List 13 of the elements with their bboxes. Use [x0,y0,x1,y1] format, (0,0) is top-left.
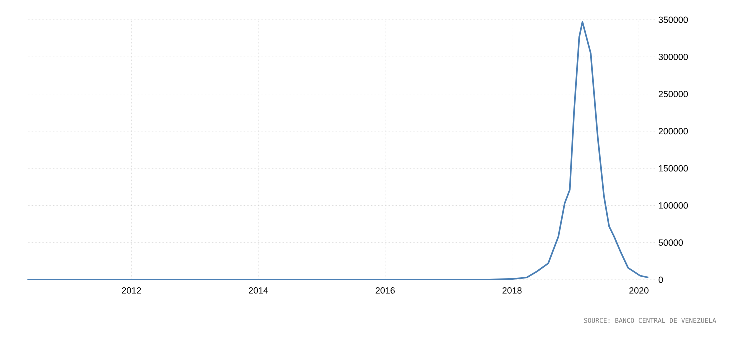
x-tick-label: 2018 [502,288,522,294]
x-tick-label: 2012 [122,288,142,294]
x-tick-label: 2016 [376,288,395,294]
y-tick-label: 350000 [658,16,688,24]
y-tick-label: 100000 [659,202,688,209]
x-tick-label: 2014 [249,288,268,294]
y-tick-label: 150000 [659,165,688,172]
y-tick-label: 50000 [658,240,684,246]
y-tick-label: 200000 [658,128,688,135]
y-tick-label: 0 [658,276,664,284]
x-tick-label: 2020 [630,288,649,294]
y-tick-label: 250000 [658,91,688,98]
y-tick-label: 300000 [658,54,688,60]
